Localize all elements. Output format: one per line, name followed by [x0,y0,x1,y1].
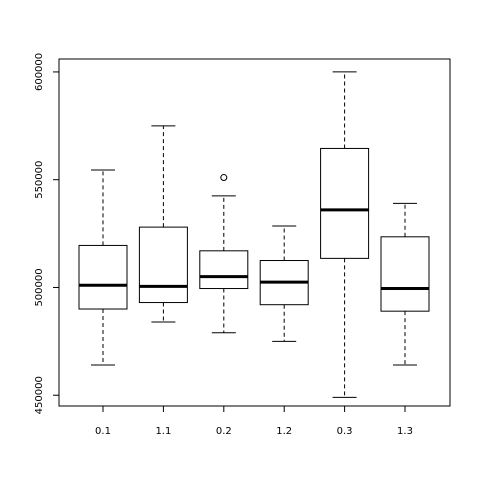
x-tick-label: 1.2 [276,426,292,437]
iqr-box [138,226,188,304]
box-group-1-2 [259,225,309,342]
box-group-0-3 [320,71,370,398]
iqr-box [199,250,249,290]
outlier-point [220,174,228,182]
boxes [78,71,430,398]
plot-frame [58,58,451,407]
x-tick-label: 1.3 [397,426,413,437]
y-tick-label: 550000 [34,161,45,199]
x-tick-label: 0.1 [95,426,111,437]
x-tick-label: 1.1 [155,426,171,437]
box-group-0-2 [199,174,249,334]
x-axis: 0.1 1.1 0.2 1.2 0.3 1.3 [95,406,413,437]
box-group-0-1 [78,169,128,366]
x-tick-label: 0.3 [337,426,353,437]
iqr-box [320,147,370,259]
x-tick-label: 0.2 [216,426,232,437]
y-axis: 450000 500000 550000 600000 [34,53,59,414]
iqr-box [380,236,430,312]
box-group-1-1 [138,125,188,323]
box-group-1-3 [380,202,430,366]
iqr-box [78,244,128,310]
y-tick-label: 600000 [34,53,45,91]
y-tick-label: 500000 [34,268,45,306]
y-tick-label: 450000 [34,376,45,414]
